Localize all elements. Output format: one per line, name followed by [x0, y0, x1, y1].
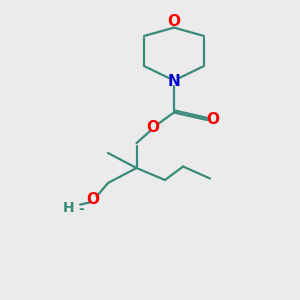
Text: O: O [167, 14, 181, 28]
Text: -: - [78, 202, 84, 216]
Text: O: O [146, 120, 160, 135]
Text: O: O [206, 112, 219, 128]
Text: H: H [62, 202, 74, 215]
Text: O: O [86, 192, 100, 207]
Text: N: N [168, 74, 180, 88]
